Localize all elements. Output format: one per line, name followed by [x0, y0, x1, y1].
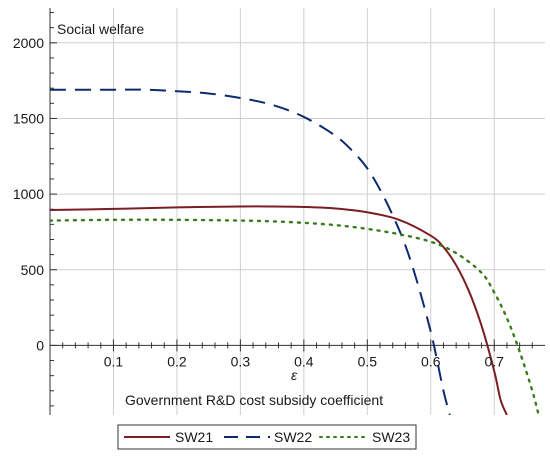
legend-item-sw22: SW22	[224, 429, 312, 445]
series-line-sw21	[50, 205, 508, 415]
axes	[49, 8, 545, 415]
legend-label-sw22: SW22	[274, 429, 312, 445]
legend-item-sw21: SW21	[124, 429, 213, 445]
series-layer	[50, 88, 540, 415]
legend-item-sw23: SW23	[319, 429, 410, 445]
y-tick-label: 1000	[13, 186, 44, 202]
x-tick-label: 0.7	[484, 353, 504, 369]
x-tick-label: 0.6	[421, 353, 441, 369]
y-tick-label: 2000	[13, 35, 44, 51]
x-tick-label: 0.1	[104, 353, 124, 369]
x-axis-label: Government R&D cost subsidy coefficient	[125, 392, 383, 408]
x-axis-symbol: ε	[291, 367, 298, 383]
legend-label-sw21: SW21	[175, 429, 213, 445]
x-tick-label: 0.3	[231, 353, 251, 369]
y-tick-label: 1500	[13, 110, 44, 126]
y-tick-label: 0	[36, 337, 44, 353]
series-line-sw22	[50, 88, 451, 415]
chart-title: Social welfare	[57, 21, 144, 37]
tick-labels: 0.1 0.2 0.3 0.4 0.5 0.6 0.7 0 500 1000 1500 2000	[13, 35, 504, 370]
x-tick-label: 0.4	[294, 353, 314, 369]
x-tick-label: 0.2	[167, 353, 187, 369]
y-tick-label: 500	[21, 262, 45, 278]
series-line-sw23	[50, 218, 540, 415]
legend: SW21 SW22 SW23	[117, 424, 417, 450]
x-tick-label: 0.5	[358, 353, 378, 369]
legend-label-sw23: SW23	[372, 429, 410, 445]
